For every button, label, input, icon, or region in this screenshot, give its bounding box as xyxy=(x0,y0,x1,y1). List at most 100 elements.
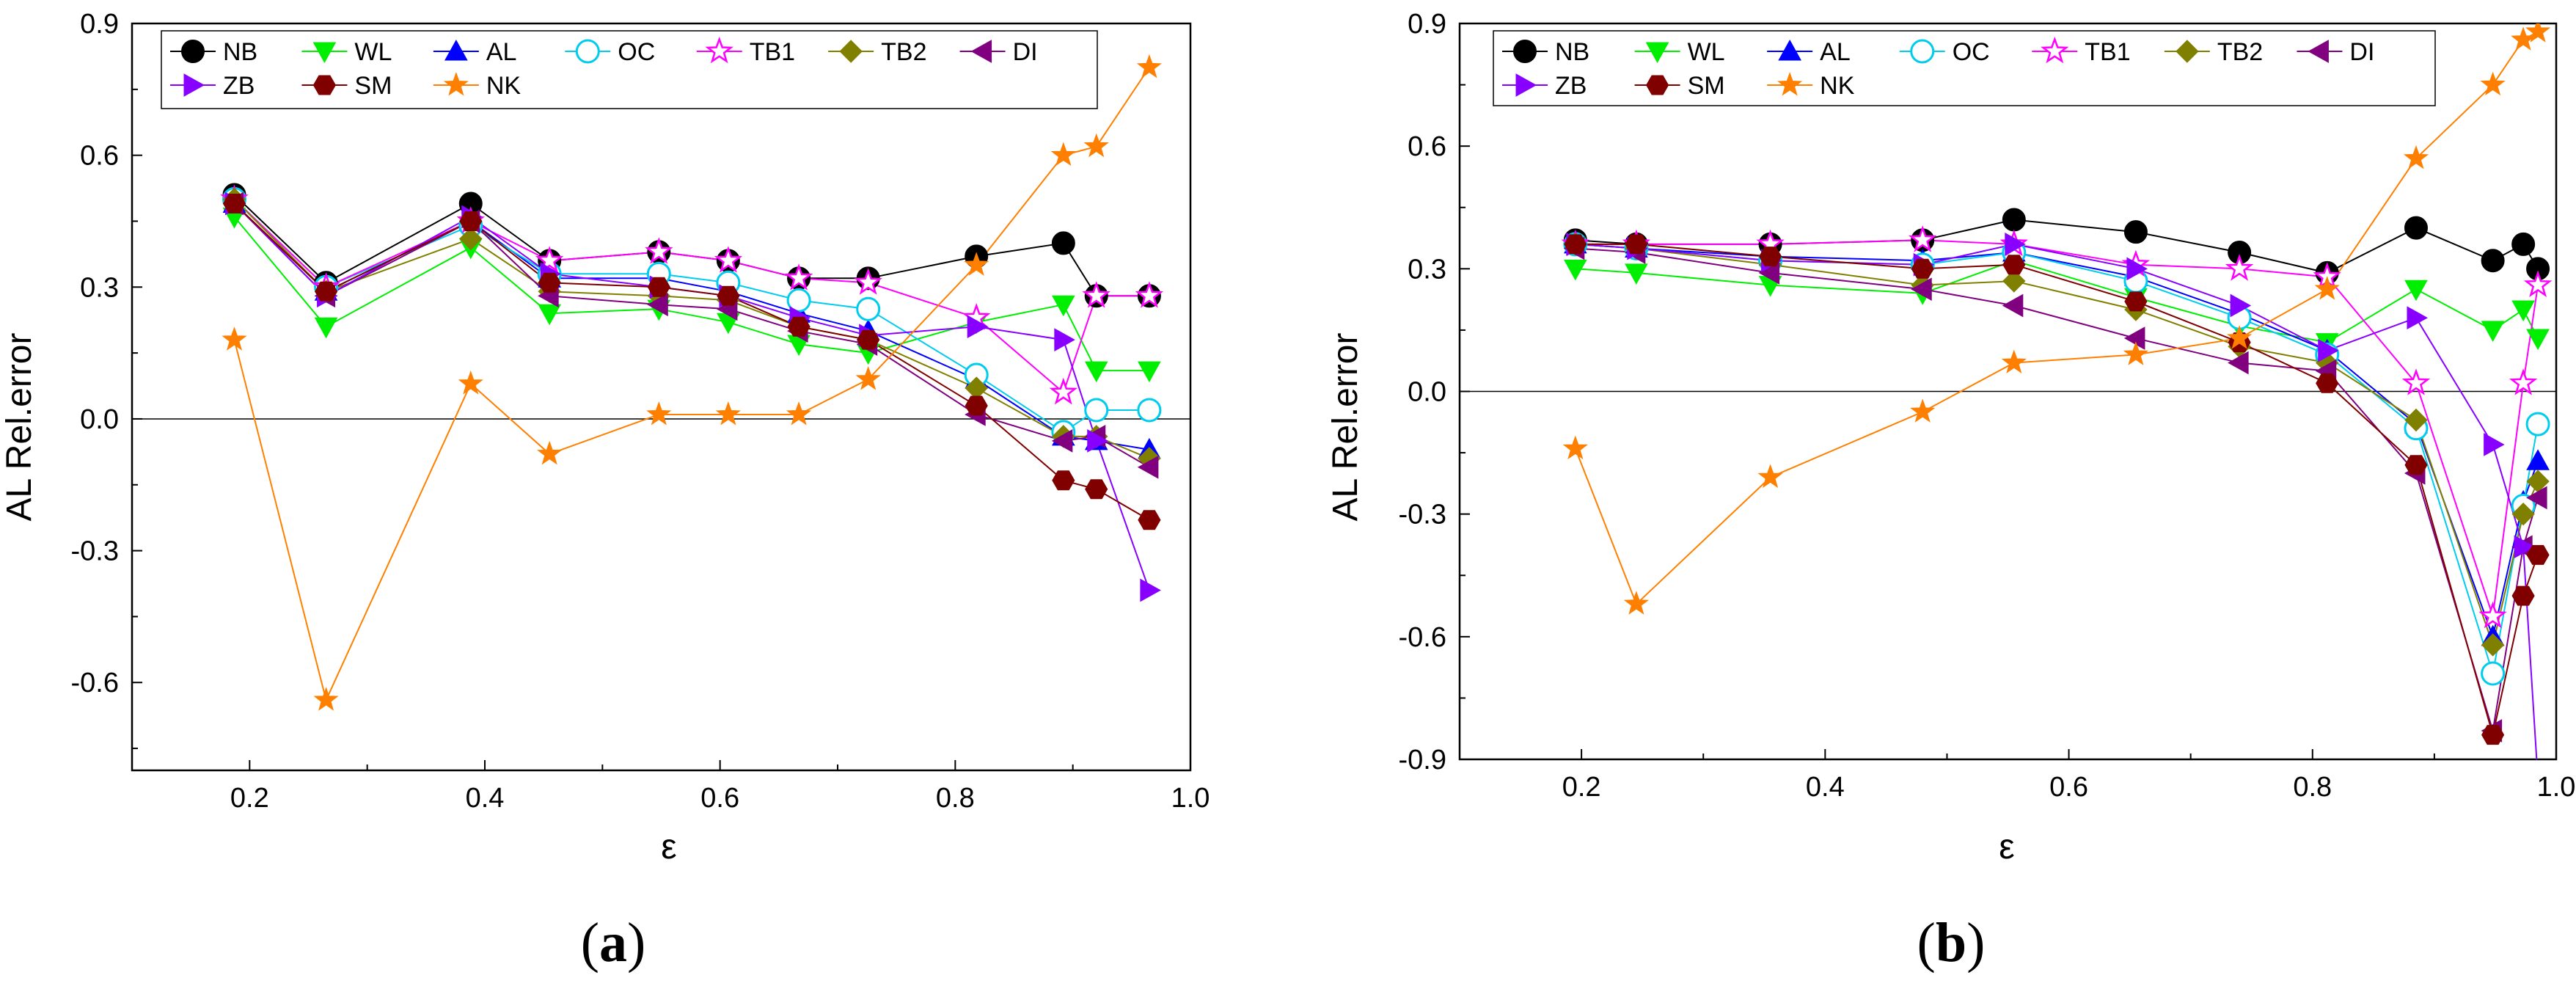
series-line-di xyxy=(1575,247,2539,731)
data-point-sm xyxy=(1625,234,1648,255)
data-point-sm xyxy=(717,285,740,306)
data-point-tb2 xyxy=(2002,269,2026,293)
legend-item-oc: OC xyxy=(565,38,655,66)
data-point-wl xyxy=(1051,295,1075,317)
data-point-sm xyxy=(538,272,561,293)
series-line-zb xyxy=(1575,243,2538,759)
data-point-nk xyxy=(2480,71,2506,96)
data-point-di xyxy=(2002,293,2024,318)
data-point-zb xyxy=(2230,293,2252,318)
data-point-zb xyxy=(967,315,989,339)
legend-marker xyxy=(1645,42,1669,64)
legend-marker xyxy=(312,42,337,64)
legend-marker xyxy=(312,75,336,95)
data-point-nk xyxy=(1910,398,1936,423)
data-point-oc xyxy=(2481,661,2506,686)
y-tick-label: -0.3 xyxy=(1399,500,1446,530)
legend-item-sm: SM xyxy=(1634,72,1725,100)
data-point-di xyxy=(2526,486,2547,510)
legend-label: OC xyxy=(618,38,655,66)
data-point-sm xyxy=(965,395,988,416)
data-point-nk xyxy=(2226,325,2253,349)
data-point-nk xyxy=(1623,591,1650,615)
data-point-nb xyxy=(2002,208,2026,232)
legend-item-di: DI xyxy=(2297,38,2374,66)
data-point-di xyxy=(1911,277,1932,302)
legend-item-tb2: TB2 xyxy=(828,38,927,66)
data-point-tb1 xyxy=(645,237,673,264)
legend-marker xyxy=(2308,40,2329,63)
data-point-tb1 xyxy=(1049,377,1078,405)
legend-marker xyxy=(970,40,992,63)
data-point-sm xyxy=(2481,725,2505,745)
x-tick-label: 1.0 xyxy=(1171,783,1210,814)
series-line-sm xyxy=(1575,243,2539,735)
data-point-sm xyxy=(2124,291,2148,312)
legend-label: DI xyxy=(2349,38,2374,66)
legend-item-nk: NK xyxy=(433,72,522,100)
data-point-tb2 xyxy=(2511,502,2535,526)
series-line-wl xyxy=(233,216,1149,372)
panel-b: 0.2 0.4 0.6 0.8 1.0 -0.9 -0.6 -0.3 0.0 0.3 0.6 0.9 N… xyxy=(1326,9,2575,974)
x-tick-label: 0.4 xyxy=(1806,772,1845,803)
data-point-nk xyxy=(2525,23,2551,43)
legend: NB WL AL OC TB1 TB2 DI ZB SM NK xyxy=(1493,30,2436,106)
plot-frame xyxy=(131,22,1192,772)
data-point-nk xyxy=(222,326,247,351)
data-point-nk xyxy=(1050,142,1076,167)
data-point-oc xyxy=(786,288,811,313)
data-point-sm xyxy=(1085,479,1108,500)
y-tick-label: 0.3 xyxy=(80,272,119,303)
data-point-nk xyxy=(1757,464,1783,489)
legend-label: NK xyxy=(486,72,522,100)
data-point-wl xyxy=(2511,300,2535,322)
data-point-sm xyxy=(2002,255,2026,275)
data-point-zb xyxy=(2005,233,2026,256)
legend-item-oc: OC xyxy=(1899,38,1990,66)
legend-item-di: DI xyxy=(959,38,1038,66)
legend-marker xyxy=(183,73,205,97)
legend-marker xyxy=(2176,40,2199,63)
legend-label: NK xyxy=(1820,72,1855,100)
data-point-sm xyxy=(2316,373,2339,393)
legend-marker xyxy=(1646,75,1669,95)
legend-marker xyxy=(443,72,469,96)
data-point-tb1 xyxy=(2478,601,2507,629)
panel-b-plot-area: 0.2 0.4 0.6 0.8 1.0 -0.9 -0.6 -0.3 0.0 0.3 0.6 0.9 N… xyxy=(1399,9,2576,803)
legend-item-nb: NB xyxy=(170,38,257,66)
legend-item-al: AL xyxy=(433,38,516,66)
legend-item-zb: ZB xyxy=(1502,72,1587,100)
data-point-sm xyxy=(315,281,338,302)
y-tick-label: 0.9 xyxy=(1408,9,1446,40)
data-point-nb xyxy=(2123,220,2148,244)
data-point-wl xyxy=(314,317,338,339)
x-tick-label: 0.2 xyxy=(1562,772,1601,803)
panel-b-caption: (b) xyxy=(1917,912,1986,974)
data-point-tb1 xyxy=(1082,281,1110,308)
data-point-di xyxy=(2228,351,2249,375)
legend-label: SM xyxy=(1688,72,1725,100)
x-tick-label: 1.0 xyxy=(2537,772,2576,803)
legend-marker xyxy=(1777,72,1803,96)
data-point-zb xyxy=(2514,535,2536,559)
data-point-al xyxy=(2526,449,2550,470)
legend-label: TB2 xyxy=(881,38,926,66)
y-tick-label: 0.3 xyxy=(1408,254,1446,285)
x-tick-label: 0.4 xyxy=(466,783,505,814)
x-tick-label: 0.2 xyxy=(230,783,269,814)
data-point-wl xyxy=(538,304,562,326)
legend-item-nb: NB xyxy=(1502,38,1589,66)
legend-item-wl: WL xyxy=(301,38,392,66)
data-point-tb1 xyxy=(784,263,813,291)
data-point-nk xyxy=(1136,54,1163,79)
data-point-tb1 xyxy=(2509,368,2538,395)
series-line-zb xyxy=(233,202,1150,591)
data-point-sm xyxy=(1911,258,1934,279)
data-point-tb2 xyxy=(2481,633,2505,657)
legend-item-wl: WL xyxy=(1634,38,1725,66)
legend-label: SM xyxy=(354,72,392,100)
data-point-nk xyxy=(646,401,672,426)
data-point-nk xyxy=(715,401,742,426)
legend-label: NB xyxy=(1555,38,1589,66)
data-point-zb xyxy=(1054,328,1075,352)
